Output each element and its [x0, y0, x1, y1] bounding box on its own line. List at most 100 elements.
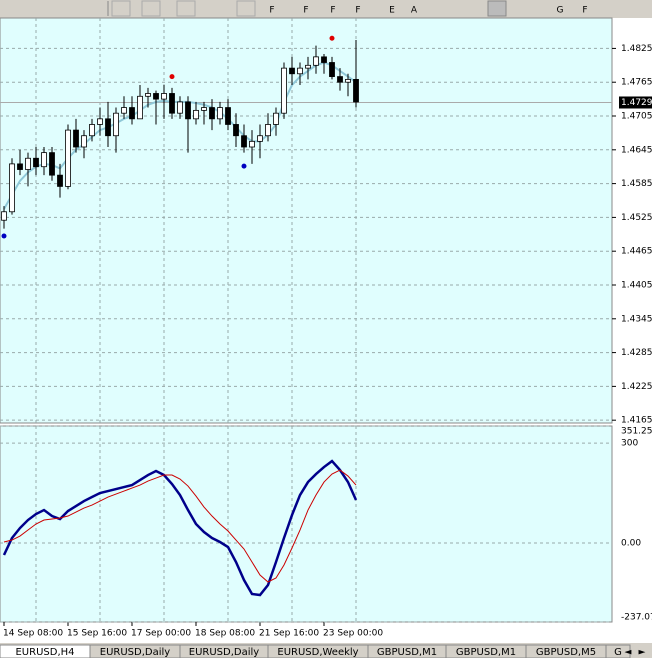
oscillator-line [2, 459, 358, 597]
x-tick-label: 23 Sep 00:00 [323, 629, 383, 639]
fractal-dot [169, 74, 175, 80]
tab-arrow: ◄ [625, 648, 632, 658]
candle-body [233, 124, 239, 137]
x-tick-label: 21 Sep 16:00 [259, 629, 319, 639]
candle-body [225, 107, 231, 125]
candle-body [65, 129, 71, 187]
toolbar [0, 0, 652, 18]
tab-label: GBPUSD,M1 [456, 647, 516, 658]
toolbar-letter: G [557, 6, 564, 16]
toolbar-button[interactable] [141, 0, 161, 17]
x-tick-label: 18 Sep 08:00 [195, 629, 255, 639]
toolbar-letter: F [582, 6, 587, 16]
candle-body [129, 107, 135, 120]
candle-body [209, 107, 215, 120]
oscillator-panel [0, 426, 612, 622]
candle-body [105, 118, 111, 137]
candle-body [121, 107, 127, 114]
x-tick-label: 14 Sep 08:00 [3, 629, 63, 639]
candle-body [193, 109, 199, 120]
candle-body [321, 56, 327, 63]
candle-body [73, 129, 79, 148]
y-tick-label: 1.4705 [621, 112, 652, 122]
candle-body [337, 76, 343, 83]
candle-body [25, 157, 31, 170]
candle-body [305, 64, 311, 69]
candle-body [185, 101, 191, 120]
candle-body [345, 78, 351, 83]
toolbar-button[interactable] [487, 0, 507, 17]
tab-label: GBPUSD,M5 [536, 647, 596, 658]
candle-body [145, 93, 151, 97]
candle-body [217, 107, 223, 120]
fractal-dot [1, 233, 7, 239]
panel-border [0, 17, 613, 424]
candle-body [273, 112, 279, 125]
y-tick-label: 1.4225 [621, 382, 652, 392]
candle-body [329, 62, 335, 77]
toolbar-letter: F [330, 6, 335, 16]
candle-body [97, 118, 103, 125]
y-tick-label: 1.4645 [621, 145, 652, 155]
toolbar-button[interactable] [111, 0, 131, 17]
y-tick-label: 300 [621, 439, 638, 449]
toolbar-button[interactable] [236, 0, 256, 17]
y-tick-label: 1.4405 [621, 280, 652, 290]
candle-body [281, 67, 287, 114]
x-tick-label: 15 Sep 16:00 [67, 629, 127, 639]
tab-arrow: ► [639, 648, 646, 658]
y-tick-label: 1.4345 [621, 314, 652, 324]
candle-body [169, 93, 175, 114]
candle-body [137, 95, 143, 120]
candle-body [161, 93, 167, 100]
y-tick-label: 1.4465 [621, 247, 652, 257]
oscillator-line [3, 469, 357, 583]
candle-body [241, 135, 247, 148]
candle-body [257, 135, 263, 142]
candle-body [49, 152, 55, 176]
candle-body [1, 211, 7, 221]
candle-body [249, 140, 255, 148]
candle-body [33, 157, 39, 168]
y-tick-label: 351.250 [621, 427, 652, 437]
candle-body [9, 163, 15, 213]
tab-label: EURUSD,Daily [189, 647, 260, 658]
toolbar-letter: F [355, 6, 360, 16]
candle-body [297, 67, 303, 75]
y-tick-label: 1.4765 [621, 78, 652, 88]
y-tick-label: 1.4825 [621, 44, 652, 54]
candle-body [17, 163, 23, 170]
y-tick-label: 1.4525 [621, 213, 652, 223]
tab-label: G [614, 647, 622, 658]
tab-label: EURUSD,Weekly [277, 647, 358, 658]
candle-body [289, 67, 295, 75]
tab-label: GBPUSD,M1 [377, 647, 437, 658]
candle-body [353, 78, 359, 103]
toolbar-button[interactable] [176, 0, 196, 17]
tab-label: EURUSD,H4 [15, 647, 74, 658]
y-tick-label: -237.07 [621, 613, 652, 623]
current-price-box [619, 96, 652, 109]
candle-body [113, 112, 119, 137]
price-panel [0, 18, 612, 423]
toolbar-letter: A [411, 6, 418, 16]
y-tick-label: 0.00 [621, 539, 641, 549]
fractal-dot [329, 35, 335, 41]
tab[interactable] [605, 644, 631, 658]
candle-body [177, 101, 183, 114]
candle-body [201, 107, 207, 111]
candle-body [81, 135, 87, 148]
y-tick-label: 1.4165 [621, 416, 652, 426]
y-tick-label: 1.4285 [621, 348, 652, 358]
candle-body [41, 152, 47, 168]
candle-body [57, 174, 63, 187]
candle-body [313, 56, 319, 66]
candle-body [89, 124, 95, 137]
current-price-label: 1.4729 [621, 98, 652, 108]
y-tick-label: 1.4585 [621, 179, 652, 189]
candle-body [265, 124, 271, 137]
tab-label: EURUSD,Daily [100, 647, 171, 658]
toolbar-letter: F [303, 6, 308, 16]
